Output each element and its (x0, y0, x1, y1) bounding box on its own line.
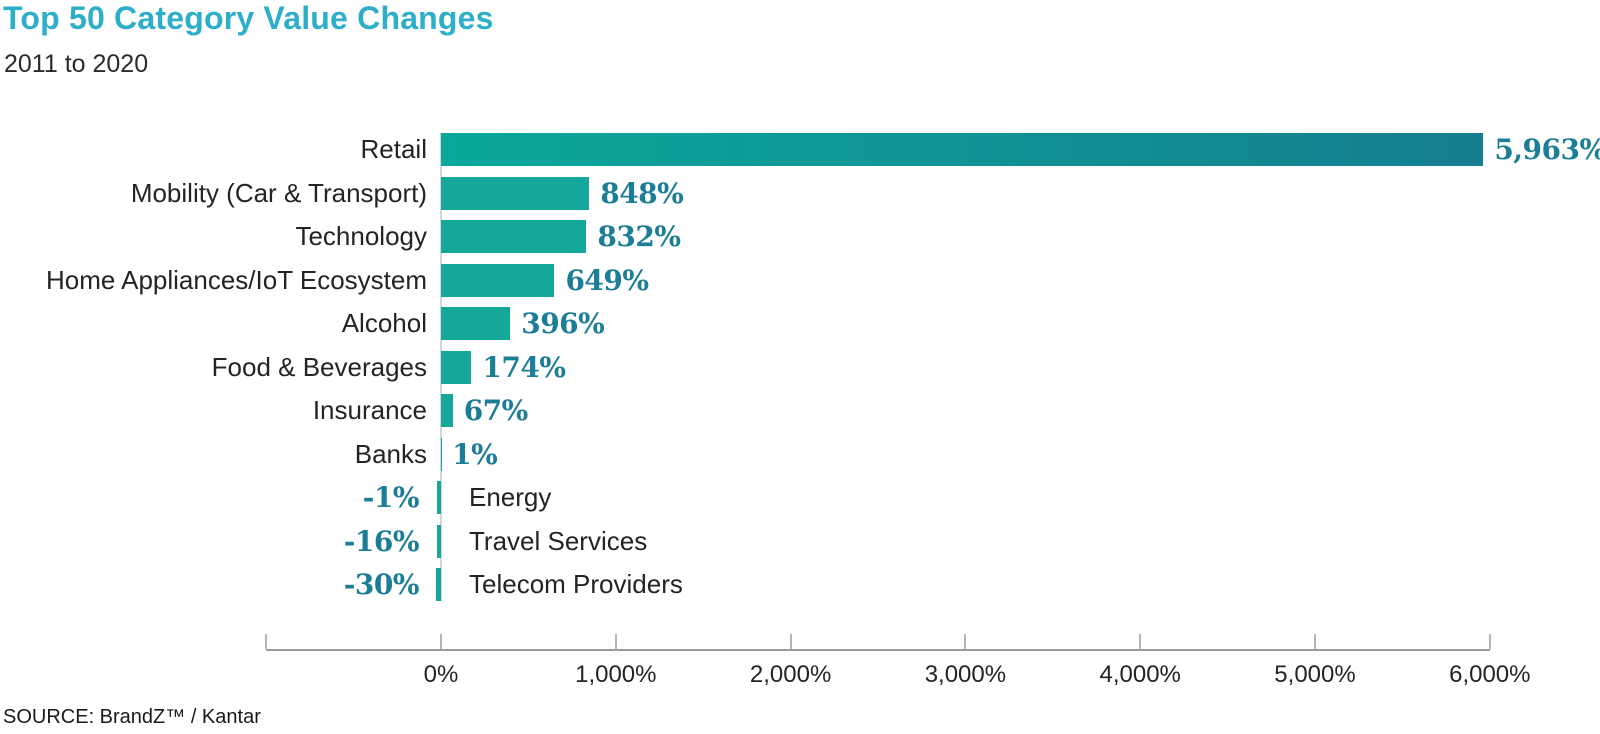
value-bar (441, 350, 472, 384)
chart-subtitle: 2011 to 2020 (4, 50, 149, 78)
value-bar (441, 176, 590, 210)
value-label: -16% (343, 524, 420, 558)
axis-tick (964, 634, 967, 649)
value-bar (437, 524, 441, 558)
chart-row: Technology 832% (0, 220, 1600, 253)
value-label: -30% (343, 568, 420, 601)
value-bar (441, 220, 587, 253)
category-label: Food & Beverages (211, 351, 427, 382)
axis-tick-label: 6,000% (1449, 661, 1531, 688)
category-label: Home Appliances/IoT Ecosystem (45, 264, 427, 295)
category-label: Banks (354, 438, 427, 469)
category-label: Retail (360, 134, 427, 164)
value-label: 174% (482, 350, 566, 384)
axis-tick (440, 634, 442, 649)
axis-tick-label: 5,000% (1274, 661, 1356, 688)
chart-row: Food & Beverages 174% (0, 350, 1600, 384)
axis-tick (265, 634, 268, 649)
axis-tick-label: 0% (423, 661, 459, 688)
value-label: 67% (463, 394, 529, 427)
value-bar (441, 263, 555, 297)
axis-tick (1139, 634, 1142, 649)
chart-title: Top 50 Category Value Changes (3, 0, 494, 36)
value-bar (435, 568, 441, 601)
axis-tick-label: 4,000% (1099, 661, 1181, 688)
chart-row: Mobility (Car & Transport) 848% (0, 176, 1600, 210)
value-label: 396% (521, 307, 605, 340)
category-label: Alcohol (341, 308, 427, 338)
value-bar (441, 394, 453, 427)
value-label: 1% (452, 437, 498, 471)
chart-row: Home Appliances/IoT Ecosystem 649% (0, 263, 1600, 297)
value-bar (441, 307, 511, 340)
chart-row: Telecom Providers -30% (0, 568, 1600, 601)
source-note: SOURCE: BrandZ™ / Kantar (3, 706, 261, 728)
value-bar (441, 133, 1484, 166)
category-label: Mobility (Car & Transport) (130, 177, 427, 208)
category-label: Insurance (312, 395, 427, 425)
axis-tick-label: 2,000% (749, 661, 832, 688)
chart-row: Insurance 67% (0, 394, 1600, 427)
value-label: 848% (600, 176, 684, 210)
category-label: Telecom Providers (469, 569, 683, 599)
chart-row: Banks 1% (0, 437, 1600, 471)
value-label: -1% (362, 481, 420, 514)
chart-row: Energy -1% (0, 481, 1600, 514)
axis-tick (789, 634, 792, 649)
value-label: 5,963% (1494, 133, 1600, 166)
chart-row: Travel Services -16% (0, 524, 1600, 558)
chart-row: Alcohol 396% (0, 307, 1600, 340)
category-label: Travel Services (469, 525, 648, 556)
value-bar (437, 481, 441, 514)
value-label: 832% (597, 220, 681, 253)
axis-tick (614, 634, 617, 649)
x-axis-line (266, 649, 1490, 651)
chart-row: Retail 5,963% (0, 133, 1600, 166)
axis-tick-label: 3,000% (924, 661, 1007, 688)
category-label: Technology (295, 221, 427, 251)
axis-tick (1488, 634, 1491, 649)
value-label: 649% (565, 263, 649, 297)
axis-tick-label: 1,000% (575, 661, 657, 688)
category-label: Energy (469, 482, 552, 512)
axis-tick (1314, 634, 1316, 649)
